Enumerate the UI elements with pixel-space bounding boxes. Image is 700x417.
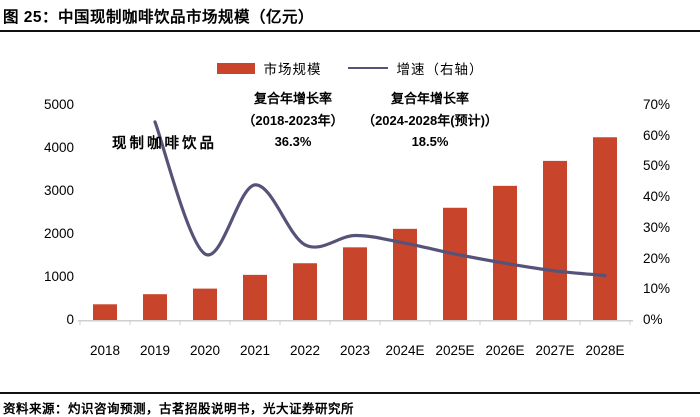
legend-label-market-size: 市场规模 [263, 62, 322, 77]
cagr-annotation-2018-2023: 复合年增长率 （2018-2023年） 36.3% [193, 88, 393, 153]
figure-title: 图 25：中国现制咖啡饮品市场规模（亿元） [3, 9, 315, 26]
bar-2020 [193, 288, 217, 320]
y-left-label-0: 0 [66, 312, 74, 327]
y-left-label-1000: 1000 [43, 269, 74, 284]
x-label-2022: 2022 [289, 343, 321, 358]
y-right-label-70: 70% [643, 97, 671, 112]
y-right-label-60: 60% [643, 127, 671, 143]
cagr2-period: （2024-2028年(预计)） [362, 112, 498, 128]
x-label-2019: 2019 [139, 343, 171, 358]
x-label-2024E: 2024E [385, 343, 425, 358]
y-right-label-40: 40% [643, 189, 671, 205]
y-right-label-30: 30% [643, 219, 671, 235]
y-right-label-50: 50% [643, 158, 671, 174]
bar-2019 [143, 294, 167, 320]
bar-2021 [243, 274, 267, 320]
cagr1-period: （2018-2023年） [242, 112, 344, 128]
cagr1-title: 复合年增长率 [253, 91, 332, 106]
y-left-label-4000: 4000 [43, 140, 74, 155]
x-label-2020: 2020 [189, 343, 221, 358]
cagr2-title: 复合年增长率 [390, 91, 469, 106]
chart-legend: 市场规模 增速（右轴） [0, 58, 700, 78]
cagr2-value: 18.5% [411, 134, 449, 149]
x-label-2028E: 2028E [585, 343, 625, 358]
x-label-2027E: 2027E [535, 343, 575, 358]
y-right-label-20: 20% [643, 250, 671, 266]
x-label-2026E: 2026E [485, 343, 525, 358]
x-label-2021: 2021 [239, 343, 271, 358]
bar-2028E [593, 137, 617, 320]
legend-bar-swatch-icon [216, 62, 255, 74]
y-left-label-3000: 3000 [43, 183, 74, 198]
cagr1-value: 36.3% [274, 134, 312, 149]
y-left-label-5000: 5000 [43, 97, 74, 112]
x-label-2018: 2018 [89, 343, 121, 358]
x-label-2023: 2023 [339, 343, 371, 358]
y-right-label-10: 10% [643, 281, 671, 297]
bar-2025E [443, 207, 467, 320]
y-right-label-0: 0% [643, 312, 663, 327]
series-annotation-label: 现制咖啡饮品 [112, 136, 217, 152]
legend-item-market-size: 市场规模 [216, 58, 322, 78]
footer-divider [0, 392, 700, 394]
bar-2026E [493, 185, 517, 320]
x-label-2025E: 2025E [435, 343, 475, 358]
bar-2023 [343, 247, 367, 320]
y-left-label-2000: 2000 [43, 226, 74, 241]
legend-line-swatch-icon [347, 67, 388, 69]
bar-2022 [293, 263, 317, 320]
source-note: 资料来源：灼识咨询预测，古茗招股说明书，光大证券研究所 [3, 402, 355, 416]
legend-label-growth: 增速（右轴） [396, 62, 484, 77]
growth-line [153, 120, 607, 278]
title-divider [0, 30, 700, 32]
bar-2018 [93, 304, 117, 320]
legend-item-growth: 增速（右轴） [347, 58, 484, 78]
cagr-annotation-2024-2028: 复合年增长率 （2024-2028年(预计)） 18.5% [320, 88, 540, 153]
bar-2027E [543, 160, 567, 320]
